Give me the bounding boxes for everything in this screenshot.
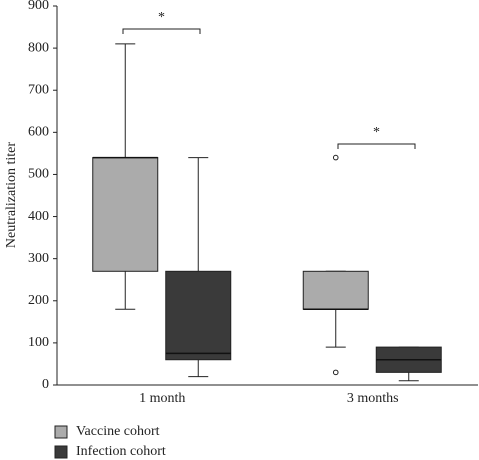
y-tick-label: 300 [28,251,49,266]
box [302,270,369,310]
y-tick-label: 0 [42,377,49,392]
y-tick-label: 200 [28,293,49,308]
y-tick-label: 700 [28,82,49,97]
significance-mark: * [373,125,380,140]
significance-bracket [122,28,201,34]
x-tick-label: 3 months [347,391,399,406]
y-tick-label: 600 [28,125,49,140]
outlier [332,154,339,161]
legend-label: Vaccine cohort [76,424,160,439]
significance-bracket [337,143,416,149]
y-axis-label: Neutralization titer [4,142,19,248]
significance-mark: * [158,10,165,25]
y-tick-label: 800 [28,40,49,55]
box [165,270,232,361]
legend-swatch [54,445,68,459]
box [92,157,159,272]
legend-label: Infection cohort [76,444,166,459]
outlier [332,369,339,376]
x-tick-label: 1 month [139,391,185,406]
y-tick-label: 100 [28,335,49,350]
y-tick-label: 500 [28,167,49,182]
y-tick-label: 400 [28,209,49,224]
y-tick-label: 900 [28,0,49,13]
legend-swatch [54,425,68,439]
